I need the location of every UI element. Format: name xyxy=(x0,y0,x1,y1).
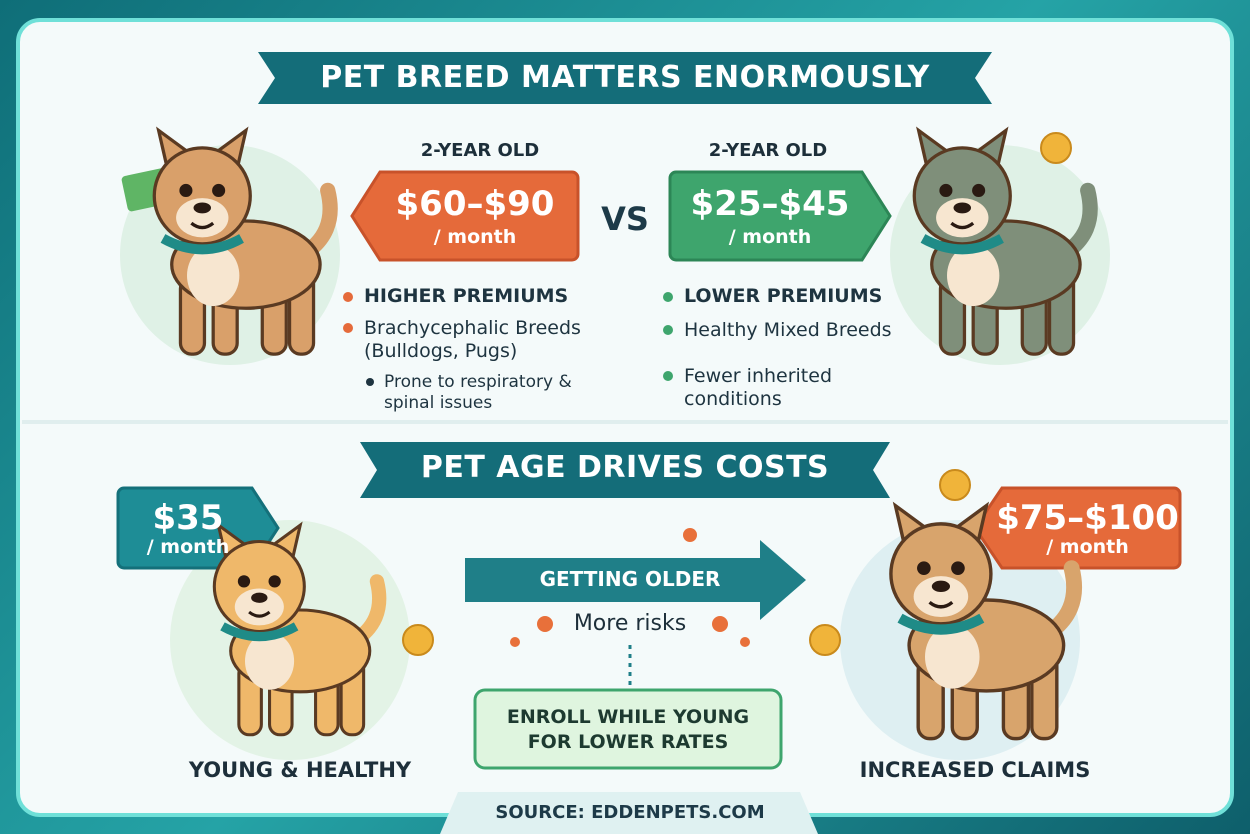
source: SOURCE: EDDENPETS.COM xyxy=(495,802,765,823)
label: INCREASED CLAIMS xyxy=(859,758,1091,782)
point: Fewer inherited conditions xyxy=(684,365,833,410)
bullets xyxy=(343,292,673,386)
source-tab xyxy=(440,792,818,834)
age-label: 2-YEAR OLD xyxy=(708,140,828,161)
period: / month xyxy=(433,226,517,248)
period: / month xyxy=(146,536,230,558)
coins xyxy=(402,132,1072,656)
stars xyxy=(510,528,750,647)
price: $35 xyxy=(152,498,224,538)
point: Prone to respiratory & spinal issues xyxy=(384,372,572,413)
price: $25–$45 xyxy=(690,184,850,224)
risks: More risks xyxy=(573,611,687,636)
arrow xyxy=(465,540,806,620)
period: / month xyxy=(1046,536,1129,558)
label: YOUNG & HEALTHY xyxy=(188,758,412,782)
section-title: PET BREED MATTERS ENORMOUSLY xyxy=(320,60,930,95)
title-banner xyxy=(360,442,890,498)
section-title: PET AGE DRIVES COSTS xyxy=(420,450,830,485)
arrow-text: GETTING OLDER xyxy=(539,567,721,591)
age-label: 2-YEAR OLD xyxy=(420,140,540,161)
tip: ENROLL WHILE YOUNG FOR LOWER RATES xyxy=(506,706,750,753)
price-tag xyxy=(350,170,580,262)
point: LOWER PREMIUMS xyxy=(684,285,883,307)
point: HIGHER PREMIUMS xyxy=(364,285,569,307)
title-banner xyxy=(258,52,992,104)
period: / month xyxy=(728,226,812,248)
vs: VS xyxy=(601,200,649,238)
price: $75–$100 xyxy=(996,498,1179,538)
price-tag xyxy=(668,170,892,262)
tip-box xyxy=(473,688,783,770)
point: Healthy Mixed Breeds xyxy=(684,319,892,341)
price-tag xyxy=(973,486,1182,570)
price: $60–$90 xyxy=(395,184,555,224)
point: Brachycephalic Breeds (Bulldogs, Pugs) xyxy=(364,317,581,362)
divider xyxy=(22,420,1228,424)
